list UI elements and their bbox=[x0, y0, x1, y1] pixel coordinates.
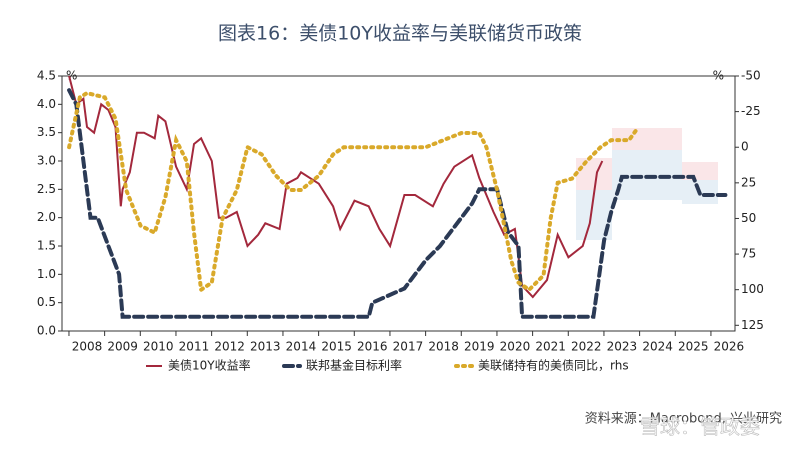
legend-label: 美联储持有的美债同比，rhs bbox=[478, 358, 629, 373]
x-tick-label: 2016 bbox=[357, 340, 388, 354]
y-tick-label: 4.5 bbox=[37, 69, 56, 83]
x-tick-label: 2020 bbox=[500, 340, 531, 354]
x-tick-label: 2021 bbox=[535, 340, 566, 354]
x-tick-label: 2012 bbox=[214, 340, 245, 354]
x-tick-label: 2010 bbox=[143, 340, 174, 354]
y2-tick-label: 75 bbox=[741, 247, 756, 261]
x-tick-label: 2009 bbox=[107, 340, 138, 354]
series-line bbox=[67, 90, 639, 294]
legend-label: 联邦基金目标利率 bbox=[306, 358, 402, 373]
y2-tick-label: 0 bbox=[741, 140, 749, 154]
y-tick-label: 0.0 bbox=[37, 324, 56, 338]
band bbox=[612, 128, 682, 176]
y-tick-label: 3.0 bbox=[37, 154, 56, 168]
y-tick-label: 0.5 bbox=[37, 295, 56, 309]
series-line bbox=[68, 75, 604, 299]
y-tick-label: 2.5 bbox=[37, 182, 56, 196]
chart-title: 图表16：美债10Y收益率与美联储货币政策 bbox=[218, 23, 582, 45]
y-tick-label: 1.0 bbox=[37, 267, 56, 281]
x-tick-label: 2011 bbox=[179, 340, 210, 354]
y2-tick-label: 50 bbox=[741, 211, 756, 225]
y2-tick-label: -50 bbox=[741, 69, 761, 83]
x-tick-label: 2026 bbox=[714, 340, 745, 354]
x-tick-label: 2014 bbox=[286, 340, 317, 354]
x-tick-label: 2015 bbox=[321, 340, 352, 354]
x-tick-label: 2025 bbox=[678, 340, 709, 354]
watermark: 雪球：管政委 bbox=[640, 415, 760, 439]
y-tick-label: 3.5 bbox=[37, 125, 56, 139]
source: 资料来源：Macrobond, 兴业研究 bbox=[585, 412, 782, 427]
y-tick-label: 2.0 bbox=[37, 210, 56, 224]
y-tick-label: 4.0 bbox=[37, 97, 56, 111]
x-tick-label: 2022 bbox=[571, 340, 602, 354]
x-tick-label: 2024 bbox=[642, 340, 673, 354]
legend-label: 美债10Y收益率 bbox=[168, 358, 251, 373]
y2-tick-label: 125 bbox=[741, 318, 764, 332]
x-tick-label: 2008 bbox=[72, 340, 103, 354]
x-tick-label: 2023 bbox=[607, 340, 638, 354]
y2-tick-label: 100 bbox=[741, 282, 764, 296]
x-tick-label: 2013 bbox=[250, 340, 281, 354]
y2-tick-label: 25 bbox=[741, 175, 756, 189]
y2-tick-label: -25 bbox=[741, 104, 761, 118]
x-tick-label: 2017 bbox=[393, 340, 424, 354]
y-tick-label: 1.5 bbox=[37, 239, 56, 253]
x-tick-label: 2018 bbox=[428, 340, 459, 354]
plot-frame bbox=[61, 75, 736, 332]
x-tick-label: 2019 bbox=[464, 340, 495, 354]
series-line bbox=[67, 88, 728, 319]
